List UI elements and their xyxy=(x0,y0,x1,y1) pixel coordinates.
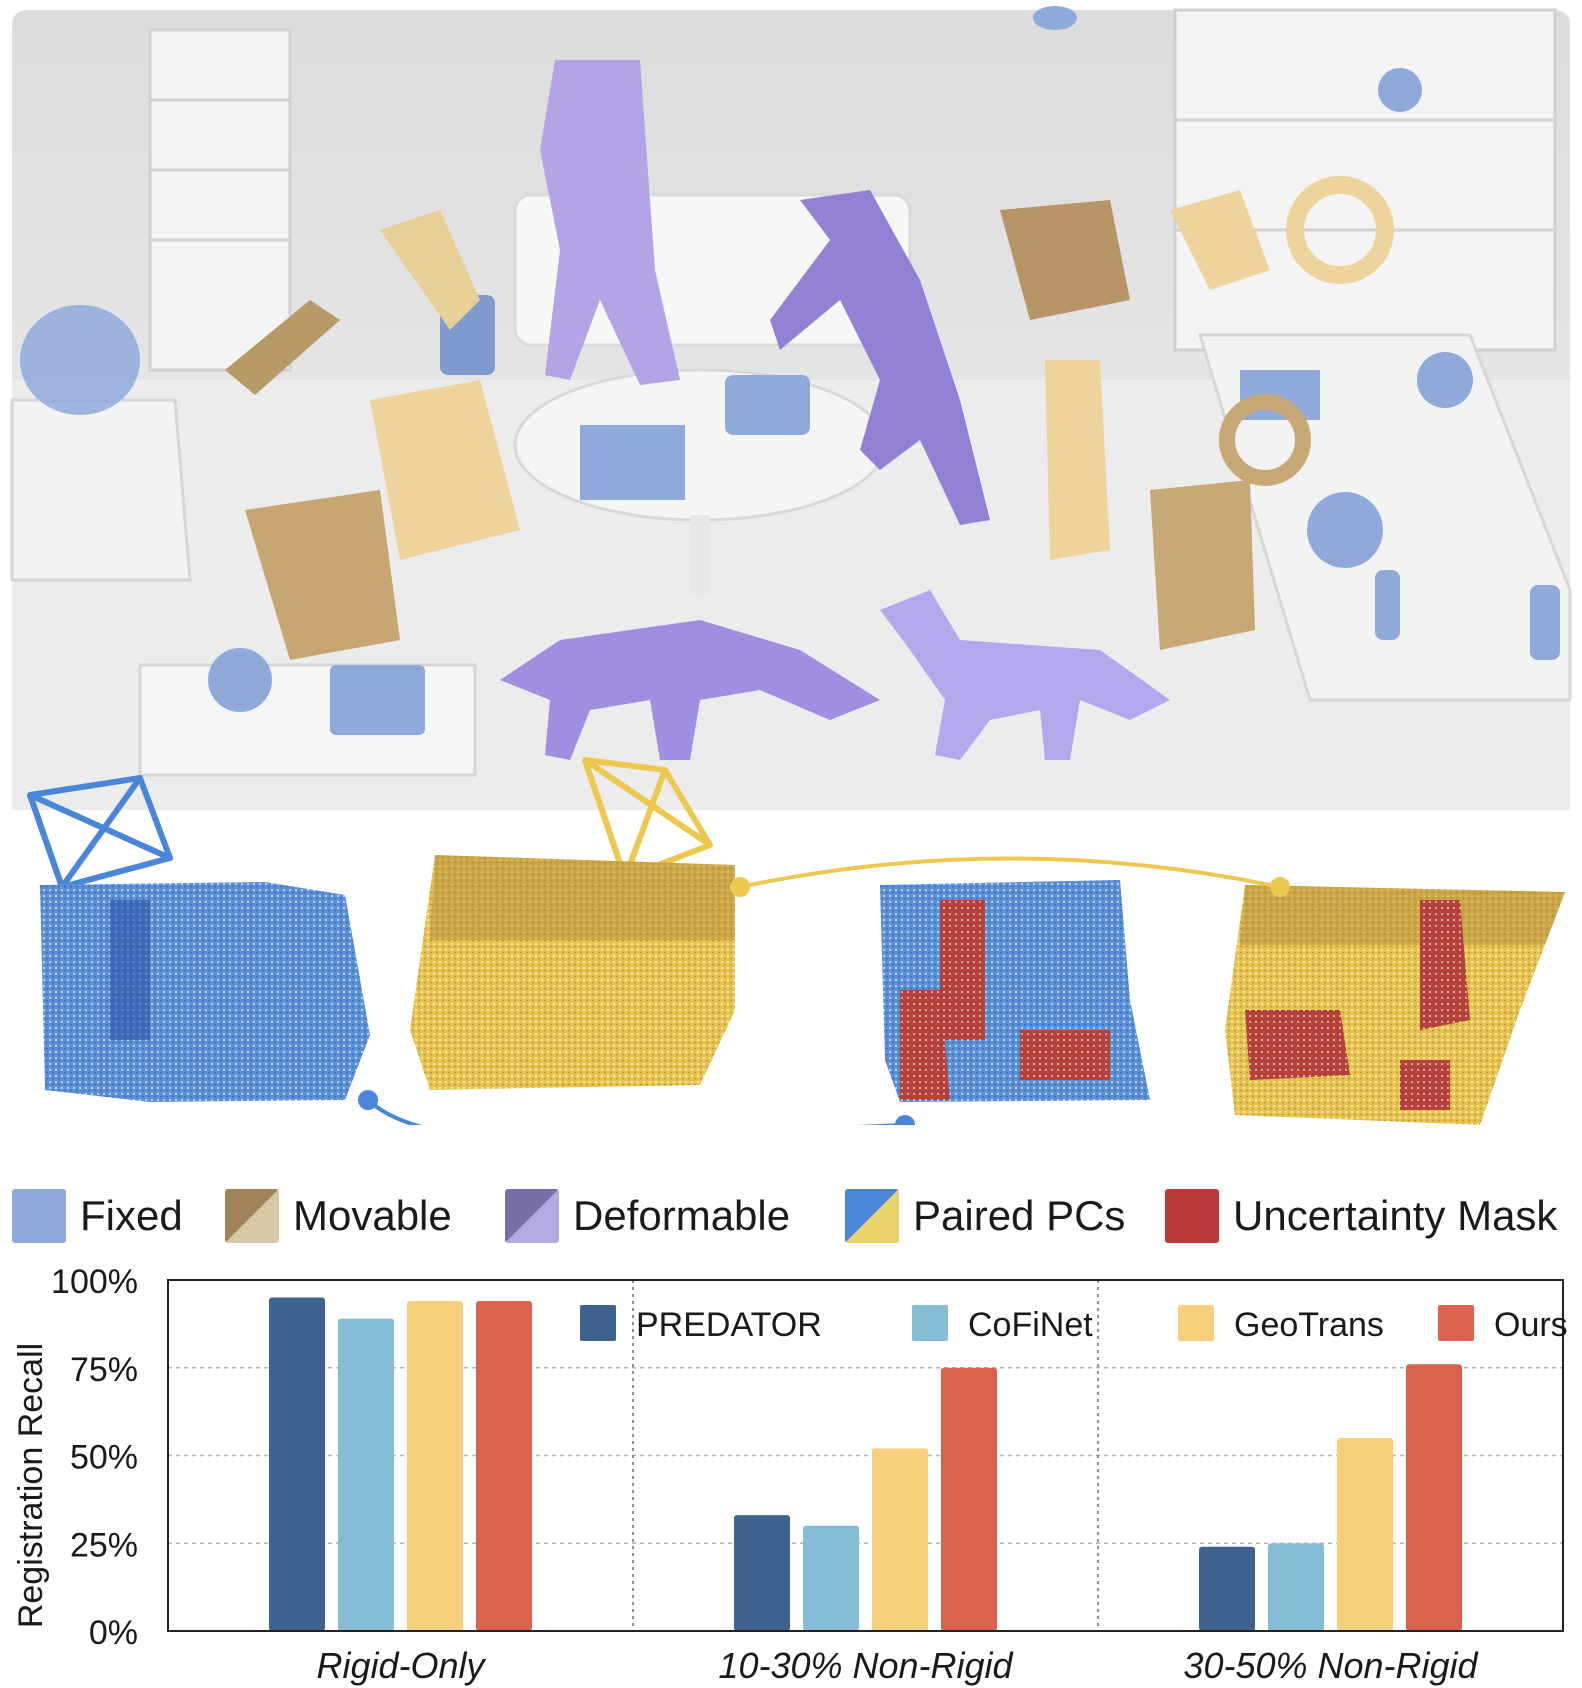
legend-item-movable: Movable xyxy=(225,1188,452,1244)
legend-item-paired-pcs: Paired PCs xyxy=(845,1188,1125,1244)
series-legend-swatch-geotrans xyxy=(1178,1305,1214,1341)
camera-yellow-icon xyxy=(582,757,713,881)
y-tick-label: 75% xyxy=(70,1351,138,1389)
bar-cofinet-2 xyxy=(803,1525,859,1631)
legend-label: Paired PCs xyxy=(913,1192,1126,1239)
y-tick-label: 25% xyxy=(70,1526,138,1564)
bar-predator-1 xyxy=(269,1297,325,1631)
series-legend-label: GeoTrans xyxy=(1234,1306,1384,1344)
bar-predator-2 xyxy=(734,1515,790,1631)
registration-recall-chart: 0% 25% 50% 75% 100% Rigid-Only 10-30% Non-Rigi… xyxy=(12,1263,1568,1686)
bar-geotrans-1 xyxy=(407,1301,463,1631)
plot-frame xyxy=(167,1279,1564,1632)
point-cloud-target-masked xyxy=(1225,885,1565,1125)
bar-predator-3 xyxy=(1199,1546,1255,1631)
category-legend: Fixed Movable Deformable Paired PCs Uncertai… xyxy=(0,1180,1582,1250)
fixed-swatch-icon xyxy=(12,1189,66,1243)
x-tick-label: 10-30% Non-Rigid xyxy=(718,1645,1013,1686)
room-render xyxy=(10,6,1572,810)
paired-pcs-swatch-icon xyxy=(845,1189,899,1243)
legend-label: Uncertainty Mask xyxy=(1233,1192,1558,1239)
point-cloud-target-yellow xyxy=(410,855,735,1090)
y-tick-label: 0% xyxy=(89,1614,138,1652)
series-legend-label: PREDATOR xyxy=(636,1306,822,1344)
bar-geotrans-2 xyxy=(872,1448,928,1631)
bar-ours-1 xyxy=(476,1301,532,1631)
bar-cofinet-3 xyxy=(1268,1543,1324,1631)
pairing-connector-blue xyxy=(358,1090,915,1125)
y-tick-label: 100% xyxy=(51,1263,138,1301)
legend-item-fixed: Fixed xyxy=(12,1188,183,1244)
legend-label: Movable xyxy=(293,1192,452,1239)
pairing-connector-yellow xyxy=(730,856,1290,897)
series-legend-label: Ours xyxy=(1494,1306,1568,1344)
legend-item-uncertainty-mask: Uncertainty Mask xyxy=(1165,1188,1557,1244)
legend-label: Deformable xyxy=(573,1192,791,1239)
y-axis-label: Registration Recall xyxy=(12,1343,50,1628)
bar-ours-2 xyxy=(941,1367,997,1631)
series-legend-label: CoFiNet xyxy=(968,1306,1093,1344)
x-tick-label: Rigid-Only xyxy=(316,1645,486,1686)
legend-label: Fixed xyxy=(80,1192,183,1239)
uncertainty-mask-swatch-icon xyxy=(1165,1189,1219,1243)
legend-item-deformable: Deformable xyxy=(505,1188,790,1244)
scene-illustration xyxy=(10,6,1572,1125)
bar-ours-3 xyxy=(1406,1364,1462,1631)
y-tick-label: 50% xyxy=(70,1439,138,1477)
bar-geotrans-3 xyxy=(1337,1437,1393,1631)
deformable-swatch-icon xyxy=(505,1189,559,1243)
x-tick-label: 30-50% Non-Rigid xyxy=(1183,1645,1478,1686)
series-legend-swatch-predator xyxy=(580,1305,616,1341)
point-cloud-source-blue xyxy=(40,882,370,1102)
camera-blue-icon xyxy=(27,775,173,890)
point-cloud-source-masked xyxy=(880,880,1150,1102)
series-legend-swatch-ours xyxy=(1438,1305,1474,1341)
series-legend-swatch-cofinet xyxy=(912,1305,948,1341)
bar-cofinet-1 xyxy=(338,1318,394,1631)
movable-swatch-icon xyxy=(225,1189,279,1243)
